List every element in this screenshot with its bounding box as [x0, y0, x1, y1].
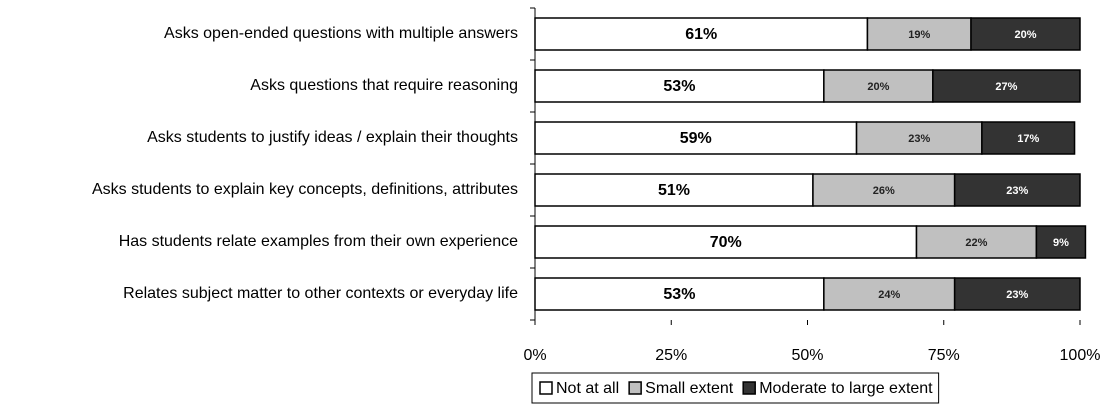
legend-label: Moderate to large extent [759, 380, 933, 397]
value-label: 24% [878, 289, 900, 301]
category-label: Asks students to explain key concepts, d… [92, 181, 518, 198]
value-label: 23% [908, 133, 930, 145]
bar-segment [915, 225, 1038, 259]
value-label: 20% [867, 81, 889, 93]
category-label: Has students relate examples from their … [119, 233, 518, 250]
legend-swatch [628, 381, 642, 395]
x-tick-label: 75% [928, 347, 960, 364]
category-label: Asks students to justify ideas / explain… [147, 129, 518, 146]
bar-segment [855, 121, 983, 155]
value-label: 19% [908, 29, 930, 41]
bar-segment [1035, 225, 1087, 259]
bar-segment [970, 17, 1081, 51]
legend-swatch [742, 381, 756, 395]
bar-segment [953, 173, 1081, 207]
legend-swatch [539, 381, 553, 395]
bar-segment [534, 225, 918, 259]
bar-segment [981, 121, 1076, 155]
value-label: 17% [1017, 133, 1039, 145]
value-label: 27% [995, 81, 1017, 93]
category-label: Asks open-ended questions with multiple … [164, 25, 518, 42]
legend-label: Not at all [556, 380, 619, 397]
value-label: 53% [663, 286, 695, 303]
legend-box [531, 372, 940, 404]
category-label: Asks questions that require reasoning [250, 77, 518, 94]
value-label: 70% [710, 234, 742, 251]
value-label: 26% [873, 185, 895, 197]
bar-segment [812, 173, 956, 207]
legend-label: Small extent [645, 380, 734, 397]
bar-segment [953, 277, 1081, 311]
x-tick-label: 50% [791, 347, 823, 364]
value-label: 9% [1053, 237, 1069, 249]
value-label: 22% [965, 237, 987, 249]
value-label: 61% [685, 26, 717, 43]
x-tick-label: 100% [1060, 347, 1101, 364]
bar-segment [932, 69, 1081, 103]
value-label: 23% [1006, 185, 1028, 197]
category-label: Relates subject matter to other contexts… [123, 285, 518, 302]
x-tick-label: 25% [655, 347, 687, 364]
value-label: 59% [680, 130, 712, 147]
value-label: 53% [663, 78, 695, 95]
value-label: 51% [658, 182, 690, 199]
value-label: 23% [1006, 289, 1028, 301]
x-tick-label: 0% [523, 347, 546, 364]
bar-segment [534, 277, 825, 311]
bar-segment [534, 121, 858, 155]
value-label: 20% [1014, 29, 1036, 41]
bar-segment [866, 17, 972, 51]
